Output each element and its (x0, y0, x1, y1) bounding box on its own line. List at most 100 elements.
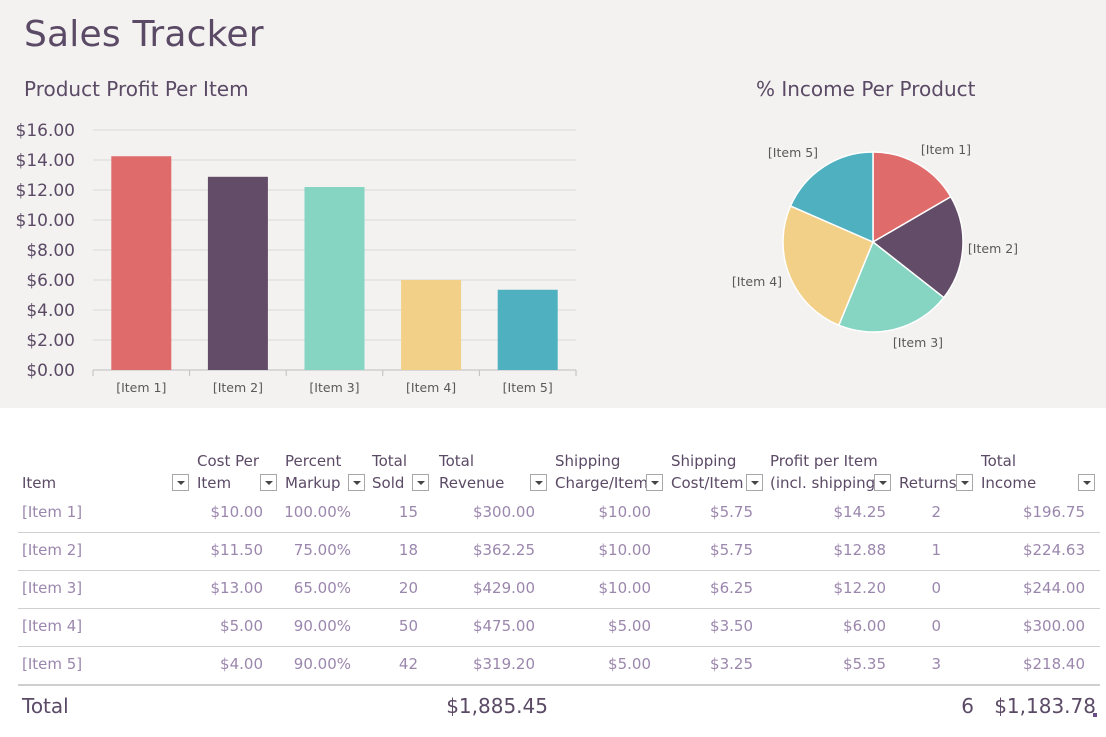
y-tick-label: $8.00 (26, 241, 75, 261)
table-cell: 20 (398, 579, 418, 597)
table-cell: 15 (398, 503, 418, 521)
pie-label: [Item 4] (732, 274, 782, 289)
column-header-line2: Returns (899, 474, 957, 492)
table-row[interactable]: [Item 5] $4.00 90.00% 42 $319.20 $5.00 $3.25 $5… (18, 646, 1100, 685)
income-pie-chart[interactable]: [Item 1] [Item 2] [Item 3] [Item 4] [Item 5] (700, 110, 1100, 370)
table-cell: $4.00 (220, 655, 263, 673)
page-title: Sales Tracker (24, 14, 264, 55)
table-cell: $6.00 (843, 617, 886, 635)
column-header-line2: Income (981, 474, 1037, 492)
column-header: Total Sold (372, 450, 407, 494)
total-returns: 6 (961, 694, 974, 718)
table-cell: $12.88 (833, 541, 887, 559)
table-cell: 18 (398, 541, 418, 559)
column-header-line1 (899, 450, 957, 472)
column-header-line1: Total (981, 452, 1017, 470)
table-cell: $10.00 (210, 503, 264, 521)
y-tick-label: $16.00 (16, 121, 75, 141)
pie-slice-item-4 (782, 205, 874, 327)
table-row[interactable]: [Item 3] $13.00 65.00% 20 $429.00 $10.00 $6.25… (18, 570, 1100, 609)
y-tick-label: $2.00 (26, 331, 75, 351)
table-cell: 0 (931, 617, 941, 635)
table-cell: $196.75 (1022, 503, 1085, 521)
bar-item-3 (304, 187, 365, 370)
x-tick-label: [Item 3] (309, 380, 359, 395)
item-name-cell: [Item 3] (22, 579, 83, 597)
table-row[interactable]: [Item 2] $11.50 75.00% 18 $362.25 $10.00 $5.75… (18, 532, 1100, 571)
pie-label: [Item 5] (768, 145, 818, 160)
column-header-line1: Shipping (555, 452, 621, 470)
y-tick-label: $12.00 (16, 181, 75, 201)
column-header-line2: (incl. shipping) (770, 474, 882, 492)
bar-chart-title: Product Profit Per Item (24, 77, 249, 101)
column-header: Total Revenue (439, 450, 504, 494)
column-header-line1 (22, 450, 56, 472)
column-header-line1: Shipping (671, 452, 737, 470)
pie-label: [Item 1] (921, 142, 971, 157)
pie-slice-item-2 (871, 195, 964, 299)
table-cell: 90.00% (293, 655, 351, 673)
table-cell: $12.20 (833, 579, 887, 597)
item-name-cell: [Item 1] (22, 503, 83, 521)
x-tick-label: [Item 5] (503, 380, 553, 395)
table-resize-handle[interactable] (1093, 713, 1097, 717)
y-tick-label: $0.00 (26, 361, 75, 381)
filter-dropdown-button[interactable] (746, 474, 763, 491)
pie-label: [Item 2] (968, 241, 1018, 256)
column-header-line1: Profit per Item (770, 452, 878, 470)
column-header: Total Income (981, 450, 1036, 494)
x-tick-label: [Item 4] (406, 380, 456, 395)
column-header: Cost Per Item (197, 450, 259, 494)
pie-label: [Item 3] (893, 335, 943, 350)
column-header-line2: Item (197, 474, 232, 492)
column-header: Shipping Charge/Item (555, 450, 648, 494)
filter-dropdown-button[interactable] (172, 474, 189, 491)
table-cell: $3.25 (710, 655, 753, 673)
y-tick-label: $4.00 (26, 301, 75, 321)
table-cell: 100.00% (284, 503, 351, 521)
y-tick-label: $14.00 (16, 151, 75, 171)
table-cell: $362.25 (472, 541, 535, 559)
table-cell: $14.25 (833, 503, 887, 521)
table-row[interactable]: [Item 1] $10.00 100.00% 15 $300.00 $10.00 $5.7… (18, 494, 1100, 533)
column-header-line1: Total (372, 452, 408, 470)
filter-dropdown-button[interactable] (348, 474, 365, 491)
column-header-line2: Cost/Item (671, 474, 744, 492)
column-header: Returns (899, 450, 957, 494)
table-cell: $5.00 (220, 617, 263, 635)
profit-bar-chart[interactable]: $0.00 $2.00 $4.00 $6.00 $8.00 $10.00 $12.00 $14… (0, 110, 600, 405)
table-cell: $218.40 (1022, 655, 1085, 673)
sales-table: Item Cost Per Item Percent Markup Total Sold To… (18, 446, 1100, 736)
pie-slice-item-1 (872, 151, 952, 244)
table-cell: $3.50 (710, 617, 753, 635)
column-header-line2: Charge/Item (555, 474, 649, 492)
table-cell: $224.63 (1022, 541, 1085, 559)
filter-dropdown-button[interactable] (260, 474, 277, 491)
table-cell: $10.00 (598, 503, 652, 521)
filter-dropdown-button[interactable] (874, 474, 891, 491)
table-cell: $5.00 (608, 617, 651, 635)
table-cell: 2 (931, 503, 941, 521)
filter-dropdown-button[interactable] (646, 474, 663, 491)
table-cell: $6.25 (710, 579, 753, 597)
column-header-line1: Percent (285, 452, 342, 470)
total-income: $1,183.78 (994, 694, 1096, 718)
column-header: Percent Markup (285, 450, 341, 494)
column-header: Profit per Item (incl. shipping) (770, 450, 881, 494)
filter-dropdown-button[interactable] (530, 474, 547, 491)
table-cell: 42 (398, 655, 418, 673)
table-cell: $300.00 (472, 503, 535, 521)
column-header-line1: Total (439, 452, 475, 470)
filter-dropdown-button[interactable] (956, 474, 973, 491)
table-row[interactable]: [Item 4] $5.00 90.00% 50 $475.00 $5.00 $3.50 $6… (18, 608, 1100, 647)
table-cell: 1 (931, 541, 941, 559)
table-cell: 90.00% (293, 617, 351, 635)
pie-slice-item-5 (789, 151, 874, 244)
table-cell: $5.35 (843, 655, 886, 673)
filter-dropdown-button[interactable] (1078, 474, 1095, 491)
bar-item-4 (401, 280, 462, 370)
filter-dropdown-button[interactable] (412, 474, 429, 491)
column-header-line1: Cost Per (197, 452, 260, 470)
table-cell: 75.00% (293, 541, 351, 559)
table-cell: 65.00% (293, 579, 351, 597)
